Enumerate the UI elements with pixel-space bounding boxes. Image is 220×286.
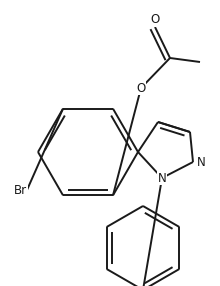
Text: Br: Br [14,184,27,196]
Text: O: O [150,13,160,26]
Text: N: N [197,156,206,168]
Text: O: O [136,82,146,94]
Text: N: N [158,172,166,184]
